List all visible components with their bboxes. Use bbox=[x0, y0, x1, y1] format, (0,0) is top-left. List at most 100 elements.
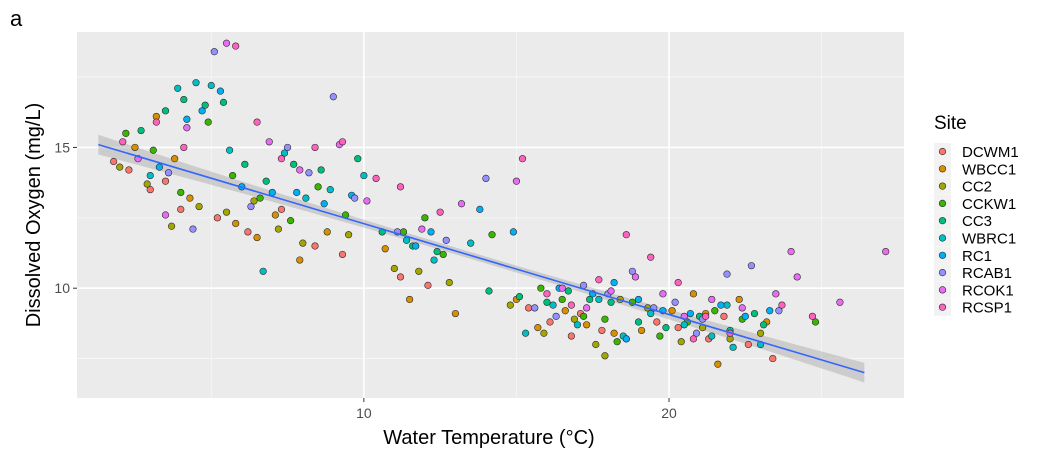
data-point-rcab1 bbox=[189, 225, 197, 233]
data-point-cc2 bbox=[299, 239, 307, 247]
data-point-cc2 bbox=[222, 208, 231, 216]
data-point-cc3 bbox=[586, 295, 594, 304]
y-axis-ticks: 10 15 bbox=[54, 139, 77, 296]
data-point-cc3 bbox=[607, 298, 615, 306]
data-point-wbcc1 bbox=[534, 324, 542, 332]
data-point-rcab1 bbox=[531, 304, 539, 312]
legend-key-dcwm1 bbox=[938, 147, 947, 156]
data-point-rcok1 bbox=[161, 211, 170, 219]
data-point-rcab1 bbox=[283, 143, 292, 152]
data-point-rcsp1 bbox=[372, 174, 380, 182]
data-point-wbcc1 bbox=[406, 295, 414, 304]
data-point-rcok1 bbox=[296, 166, 304, 174]
data-point-rc1 bbox=[320, 200, 328, 208]
data-point-rc1 bbox=[155, 163, 163, 171]
x-axis-ticks: 10 20 bbox=[356, 398, 677, 421]
data-point-rcok1 bbox=[583, 304, 591, 312]
data-point-dcwm1 bbox=[244, 228, 252, 236]
panel-label: a bbox=[10, 6, 23, 31]
data-point-cckw1 bbox=[421, 214, 429, 222]
data-point-wbcc1 bbox=[271, 211, 279, 219]
data-point-wbcc1 bbox=[610, 329, 618, 337]
data-point-wbcc1 bbox=[323, 228, 331, 236]
data-point-wbrc1 bbox=[647, 309, 655, 318]
data-point-rcab1 bbox=[692, 329, 701, 337]
data-point-rc1 bbox=[717, 301, 725, 309]
data-point-dcwm1 bbox=[161, 177, 170, 185]
data-point-rc1 bbox=[268, 188, 276, 197]
data-point-wbcc1 bbox=[296, 256, 304, 264]
legend-key-cckw1 bbox=[938, 199, 947, 207]
data-point-wbcc1 bbox=[689, 290, 698, 298]
y-axis-label: Dissolved Oxygen (mg/L) bbox=[23, 103, 45, 328]
data-point-cc3 bbox=[662, 324, 670, 332]
data-point-dcwm1 bbox=[653, 318, 661, 326]
data-point-rcok1 bbox=[222, 39, 231, 47]
data-point-cc3 bbox=[634, 318, 643, 326]
data-point-rcok1 bbox=[512, 177, 521, 185]
data-point-rcsp1 bbox=[152, 118, 160, 126]
data-point-rc1 bbox=[476, 205, 484, 213]
data-point-wbrc1 bbox=[207, 81, 215, 90]
x-tick-label: 10 bbox=[356, 405, 372, 421]
data-point-cckw1 bbox=[229, 171, 237, 180]
data-point-rcsp1 bbox=[311, 143, 319, 152]
data-point-wbcc1 bbox=[253, 233, 261, 242]
data-point-wbrc1 bbox=[402, 236, 411, 244]
data-point-wbcc1 bbox=[735, 295, 743, 304]
data-point-cckw1 bbox=[287, 217, 295, 225]
data-point-rcab1 bbox=[329, 93, 337, 101]
data-point-rcab1 bbox=[482, 174, 490, 182]
data-point-rc1 bbox=[686, 309, 694, 318]
legend-key-cc2 bbox=[938, 182, 947, 190]
legend-label-cckw1: CCKW1 bbox=[962, 196, 1016, 213]
data-point-cc3 bbox=[201, 101, 209, 109]
data-point-cckw1 bbox=[439, 250, 447, 259]
data-point-cckw1 bbox=[149, 146, 157, 154]
data-point-cc3 bbox=[241, 160, 249, 168]
data-point-wbcc1 bbox=[637, 326, 646, 335]
data-point-dcwm1 bbox=[674, 324, 682, 332]
x-tick-label: 20 bbox=[661, 405, 677, 421]
data-point-rcok1 bbox=[265, 138, 273, 146]
data-point-cc2 bbox=[344, 231, 353, 239]
data-point-dcwm1 bbox=[277, 205, 286, 213]
data-point-wbcc1 bbox=[561, 307, 569, 315]
data-point-rcsp1 bbox=[808, 312, 817, 320]
data-point-wbrc1 bbox=[360, 171, 368, 180]
y-tick-label: 15 bbox=[54, 139, 70, 155]
data-point-wbrc1 bbox=[259, 267, 267, 275]
data-point-cc2 bbox=[415, 267, 423, 275]
data-point-rcab1 bbox=[210, 48, 218, 56]
data-point-dcwm1 bbox=[146, 186, 154, 194]
data-point-rcsp1 bbox=[277, 155, 286, 163]
data-point-rcsp1 bbox=[543, 290, 551, 298]
data-point-rc1 bbox=[198, 107, 206, 115]
data-point-dcwm1 bbox=[546, 318, 554, 326]
data-points bbox=[110, 39, 890, 368]
data-point-rc1 bbox=[610, 278, 618, 287]
data-point-wbrc1 bbox=[225, 146, 234, 154]
x-axis-label: Water Temperature (°C) bbox=[383, 427, 594, 449]
data-point-wbcc1 bbox=[668, 307, 676, 315]
data-point-rcsp1 bbox=[674, 278, 682, 287]
data-point-rc1 bbox=[427, 228, 435, 236]
legend: Site DCWM1WBCC1CC2CCKW1CC3WBRC1RC1RCAB1R… bbox=[934, 113, 1019, 317]
data-point-wbrc1 bbox=[326, 186, 334, 194]
data-point-dcwm1 bbox=[338, 250, 347, 259]
data-point-cckw1 bbox=[656, 332, 664, 340]
data-point-wbcc1 bbox=[186, 194, 194, 202]
data-point-rc1 bbox=[216, 87, 225, 95]
legend-label-rcok1: RCOK1 bbox=[962, 282, 1014, 299]
data-point-cc3 bbox=[137, 126, 145, 135]
data-point-cc3 bbox=[354, 155, 362, 163]
legend-label-wbrc1: WBRC1 bbox=[962, 231, 1016, 248]
data-point-rcok1 bbox=[457, 200, 466, 208]
data-point-rcsp1 bbox=[595, 276, 603, 284]
data-point-cckw1 bbox=[537, 284, 545, 292]
data-point-rcsp1 bbox=[702, 312, 710, 320]
legend-key-rc1 bbox=[938, 251, 947, 259]
data-point-rcok1 bbox=[418, 225, 426, 233]
y-tick-label: 10 bbox=[54, 280, 70, 296]
